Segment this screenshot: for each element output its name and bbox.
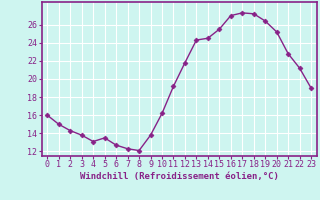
X-axis label: Windchill (Refroidissement éolien,°C): Windchill (Refroidissement éolien,°C) <box>80 172 279 181</box>
